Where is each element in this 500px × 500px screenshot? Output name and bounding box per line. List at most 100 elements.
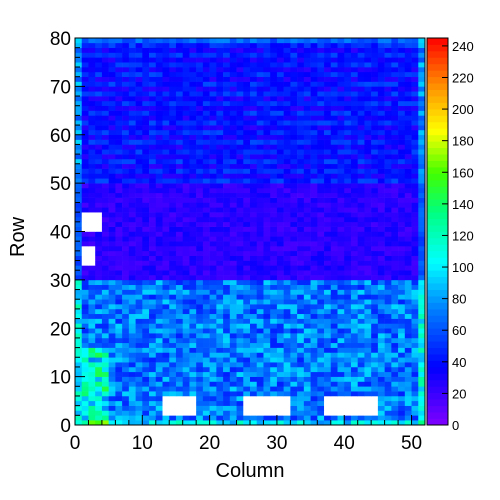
heatmap-cell bbox=[196, 139, 204, 145]
heatmap-cell bbox=[189, 347, 197, 353]
heatmap-cell bbox=[175, 158, 183, 165]
heatmap-cell bbox=[357, 149, 365, 155]
heatmap-cell bbox=[391, 294, 399, 300]
heatmap-cell bbox=[202, 91, 210, 97]
heatmap-cell bbox=[290, 323, 298, 329]
heatmap-cell bbox=[135, 342, 143, 348]
heatmap-cell bbox=[243, 371, 251, 377]
heatmap-cell bbox=[135, 420, 143, 426]
heatmap-cell bbox=[310, 154, 318, 160]
heatmap-cell bbox=[404, 163, 412, 169]
heatmap-cell bbox=[236, 381, 244, 387]
heatmap-cell bbox=[377, 125, 385, 131]
heatmap-cell bbox=[330, 125, 338, 131]
heatmap-cell bbox=[270, 415, 278, 421]
heatmap-cell bbox=[229, 352, 237, 358]
heatmap-cell bbox=[391, 304, 399, 310]
heatmap-cell bbox=[263, 366, 271, 373]
heatmap-cell bbox=[317, 192, 325, 198]
heatmap-cell bbox=[155, 270, 163, 276]
heatmap-cell bbox=[155, 154, 163, 160]
heatmap-cell bbox=[411, 91, 419, 97]
heatmap-cell bbox=[418, 178, 426, 184]
heatmap-cell bbox=[350, 173, 358, 179]
heatmap-cell bbox=[371, 299, 379, 305]
heatmap-cell bbox=[162, 342, 170, 348]
heatmap-cell bbox=[236, 163, 244, 169]
heatmap-cell bbox=[223, 313, 231, 319]
heatmap-cell bbox=[337, 202, 345, 208]
heatmap-cell bbox=[398, 158, 406, 165]
colorbar-swatch bbox=[427, 263, 448, 271]
heatmap-cell bbox=[101, 381, 109, 387]
heatmap-cell bbox=[371, 91, 379, 97]
heatmap-cell bbox=[256, 158, 264, 165]
heatmap-cell bbox=[223, 221, 231, 227]
heatmap-cell bbox=[81, 308, 89, 315]
heatmap-cell bbox=[75, 192, 83, 198]
heatmap-cell bbox=[418, 120, 426, 126]
heatmap-cell bbox=[283, 313, 291, 319]
heatmap-cell bbox=[149, 178, 157, 184]
heatmap-cell bbox=[357, 42, 365, 48]
heatmap-cell bbox=[283, 337, 291, 344]
heatmap-cell bbox=[229, 381, 237, 387]
heatmap-cell bbox=[189, 105, 197, 111]
heatmap-cell bbox=[256, 62, 264, 68]
heatmap-cell bbox=[418, 410, 426, 416]
heatmap-cell bbox=[122, 265, 130, 271]
heatmap-cell bbox=[297, 100, 305, 107]
heatmap-cell bbox=[202, 105, 210, 111]
heatmap-cell bbox=[122, 76, 130, 82]
heatmap-cell bbox=[155, 304, 163, 310]
heatmap-cell bbox=[303, 357, 311, 363]
heatmap-cell bbox=[371, 246, 379, 252]
heatmap-cell bbox=[229, 221, 237, 227]
heatmap-cell bbox=[128, 318, 136, 324]
heatmap-cell bbox=[250, 134, 258, 140]
heatmap-cell bbox=[350, 129, 358, 136]
heatmap-cell bbox=[196, 376, 204, 382]
heatmap-cell bbox=[196, 105, 204, 111]
heatmap-cell bbox=[377, 129, 385, 136]
heatmap-cell bbox=[95, 289, 103, 295]
heatmap-cell bbox=[290, 333, 298, 339]
heatmap-cell bbox=[95, 178, 103, 184]
heatmap-cell bbox=[169, 149, 177, 155]
heatmap-cell bbox=[81, 202, 89, 208]
heatmap-cell bbox=[169, 96, 177, 102]
heatmap-cell bbox=[189, 294, 197, 300]
heatmap-cell bbox=[357, 202, 365, 208]
heatmap-cell bbox=[404, 76, 412, 82]
heatmap-cell bbox=[88, 62, 96, 68]
heatmap-cell bbox=[263, 337, 271, 344]
heatmap-cell bbox=[263, 405, 271, 411]
heatmap-cell bbox=[236, 71, 244, 77]
heatmap-cell bbox=[243, 231, 251, 237]
heatmap-cell bbox=[142, 371, 150, 377]
heatmap-cell bbox=[337, 168, 345, 174]
heatmap-cell bbox=[350, 333, 358, 339]
heatmap-cell bbox=[418, 57, 426, 63]
heatmap-cell bbox=[209, 279, 217, 286]
heatmap-cell bbox=[270, 386, 278, 392]
heatmap-cell bbox=[95, 149, 103, 155]
heatmap-cell bbox=[196, 212, 204, 218]
heatmap-cell bbox=[216, 279, 224, 286]
heatmap-cell bbox=[88, 328, 96, 334]
heatmap-cell bbox=[357, 144, 365, 150]
colorbar-swatch bbox=[427, 173, 448, 181]
heatmap-cell bbox=[256, 231, 264, 237]
heatmap-cell bbox=[371, 366, 379, 373]
heatmap-cell bbox=[122, 381, 130, 387]
heatmap-cell bbox=[223, 197, 231, 203]
heatmap-cell bbox=[350, 246, 358, 252]
heatmap-cell bbox=[182, 207, 190, 213]
heatmap-cell bbox=[149, 410, 157, 416]
heatmap-cell bbox=[350, 115, 358, 121]
heatmap-cell bbox=[411, 149, 419, 155]
heatmap-cell bbox=[270, 265, 278, 271]
heatmap-cell bbox=[75, 279, 83, 286]
heatmap-cell bbox=[202, 236, 210, 242]
heatmap-cell bbox=[216, 352, 224, 358]
